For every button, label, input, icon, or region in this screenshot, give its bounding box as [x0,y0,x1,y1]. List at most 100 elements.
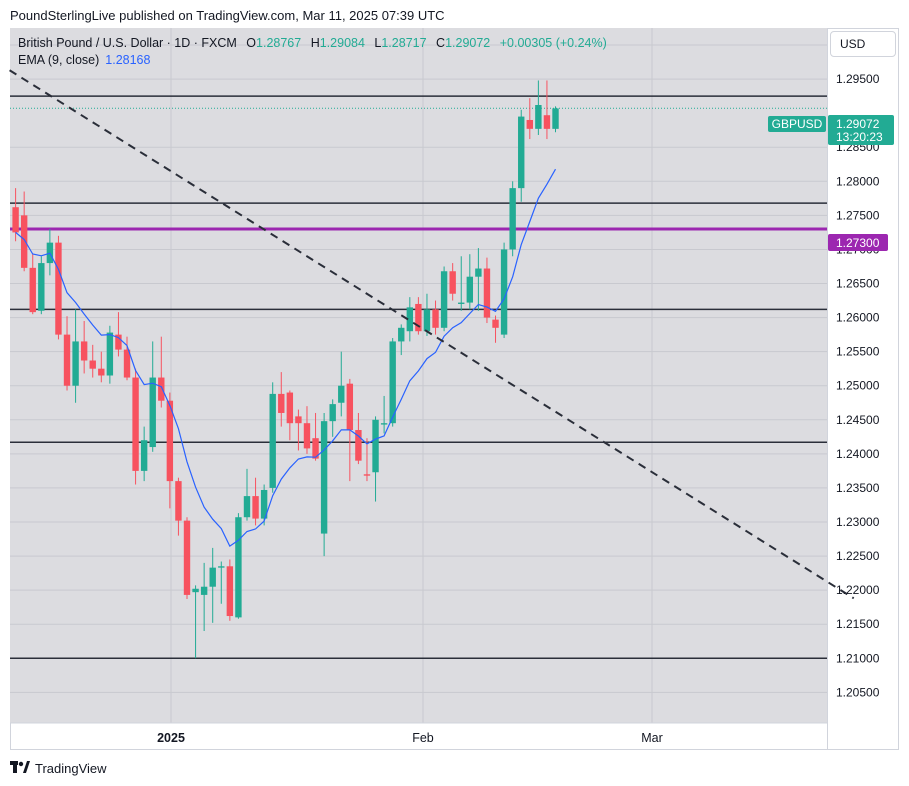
price-tick-label: 1.21000 [836,651,880,665]
price-tick-label: 1.23500 [836,481,880,495]
candle [278,372,285,427]
candle [389,338,396,427]
candle [243,468,251,521]
candle [355,412,362,465]
candle [269,382,276,493]
tradingview-logo-icon [10,760,30,776]
candle [295,409,302,451]
candle [303,406,311,454]
price-tick-label: 1.21500 [836,617,880,631]
candle [123,336,131,381]
price-tick-label: 1.24500 [836,413,880,427]
low-label: L [374,36,382,50]
candle [98,351,105,383]
horizontal-levels[interactable] [10,95,827,660]
price-tick-label: 1.29500 [836,72,880,86]
candle [380,395,388,434]
candle [432,300,439,335]
price-tick-label: 1.25000 [836,379,880,393]
candle [38,256,45,315]
candle [406,297,414,342]
price-tick-label: 1.27500 [836,208,880,222]
price-tick-label: 1.20500 [836,685,880,699]
candle [218,561,225,604]
ema-value: 1.28168 [105,53,151,67]
candle [329,399,336,437]
price-tick-label: 1.25500 [836,345,880,359]
symbol-tag-label: GBPUSD [772,117,823,131]
candle [526,98,533,140]
candle [535,80,542,135]
grid-lines [10,28,827,723]
candle [363,438,371,482]
price-tick-label: 1.28000 [836,174,880,188]
candle [286,390,294,441]
candle [63,316,71,391]
candle [192,585,199,659]
price-tick-label: 1.22000 [836,583,880,597]
candle [132,368,139,485]
candle [458,256,465,311]
candle [209,547,216,623]
candle [483,257,491,324]
candle [320,412,328,557]
candle [440,266,448,332]
ema-row[interactable]: EMA (9, close) 1.28168 [18,52,607,69]
candle [115,312,122,357]
candle [80,320,88,374]
time-tick-label: Mar [641,731,663,745]
candle [509,181,516,257]
candle [175,477,182,536]
open-value: 1.28767 [256,36,302,50]
close-value: 1.29072 [445,36,491,50]
price-tick-label: 1.26000 [836,311,880,325]
candle [183,517,191,599]
time-axis[interactable]: 2025 Feb Mar [157,731,663,745]
level-label-value: 1.27300 [836,236,880,250]
trendline[interactable] [9,69,855,600]
open-label: O [246,36,257,50]
candle [475,248,482,311]
plot-background [10,28,827,723]
price-axis[interactable]: 1.300001.295001.285001.280001.275001.270… [836,38,880,699]
candle [106,325,114,384]
ema-label: EMA (9, close) [18,53,100,67]
candle [72,309,79,403]
close-label: C [436,36,446,50]
candle [158,336,165,408]
high-value: 1.29084 [319,36,365,50]
high-label: H [310,36,320,50]
change-value: +0.00305 (+0.24%) [499,36,607,50]
candle [415,297,422,335]
candle [312,412,319,461]
candle [260,484,268,526]
price-tick-label: 1.22500 [836,549,880,563]
last-price-value: 1.29072 [836,117,880,131]
candle [500,242,508,339]
ema-line [15,168,557,547]
time-tick-label: 2025 [157,731,185,745]
candle [252,477,259,526]
candle [398,324,405,356]
time-tick-label: Feb [412,731,434,745]
level-label: 1.27300 [828,234,888,251]
countdown: 13:20:23 [836,130,883,144]
chart-legend: British Pound / U.S. Dollar · 1D · FXCM … [18,35,607,69]
currency-button[interactable]: USD [830,31,896,57]
candle [518,109,525,202]
candle [423,293,431,336]
publisher-line: PoundSterlingLive published on TradingVi… [10,8,445,23]
candle [200,562,208,632]
footer: TradingView [10,760,107,776]
candle [235,513,242,619]
price-tick-label: 1.26500 [836,277,880,291]
price-tick-label: 1.23000 [836,515,880,529]
low-value: 1.28717 [381,36,427,50]
candle [55,235,62,340]
candle [20,191,28,272]
candle [166,392,174,509]
symbol-title[interactable]: British Pound / U.S. Dollar · 1D · FXCM [18,36,237,50]
candle [449,263,456,301]
tradingview-logo-text[interactable]: TradingView [35,760,107,776]
